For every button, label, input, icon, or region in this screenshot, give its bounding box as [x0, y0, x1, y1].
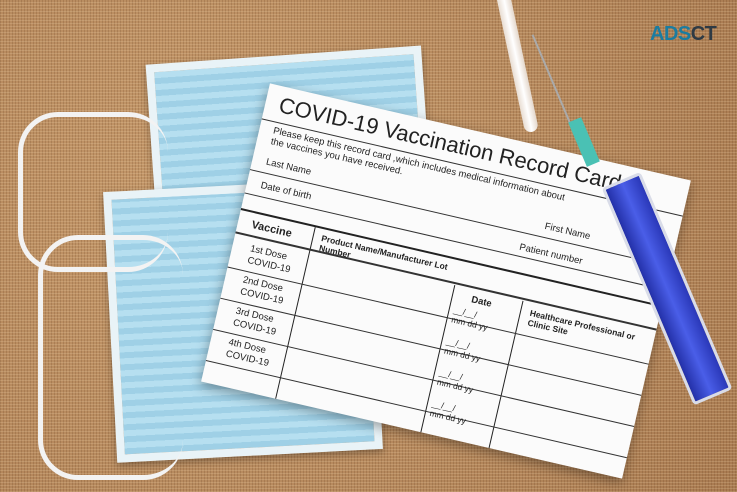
header-site: Healthcare Professional or Clinic Site: [526, 307, 637, 342]
date-field: __/__/mm dd yy: [436, 366, 475, 395]
header-product: Product Name/Manufacturer Lot Number: [318, 233, 449, 272]
date-field: __/__/mm dd yy: [450, 304, 489, 333]
needle-cap: [495, 0, 539, 134]
date-field: __/__/mm dd yy: [428, 398, 467, 426]
adsct-logo: ADSCT: [650, 23, 717, 45]
date-field: __/__/mm dd yy: [443, 335, 482, 364]
mask-ear-loop: [38, 235, 183, 480]
header-date: Date: [470, 294, 493, 310]
date-of-birth-label: Date of birth: [259, 180, 313, 203]
mask-ear-loop: [18, 112, 168, 272]
